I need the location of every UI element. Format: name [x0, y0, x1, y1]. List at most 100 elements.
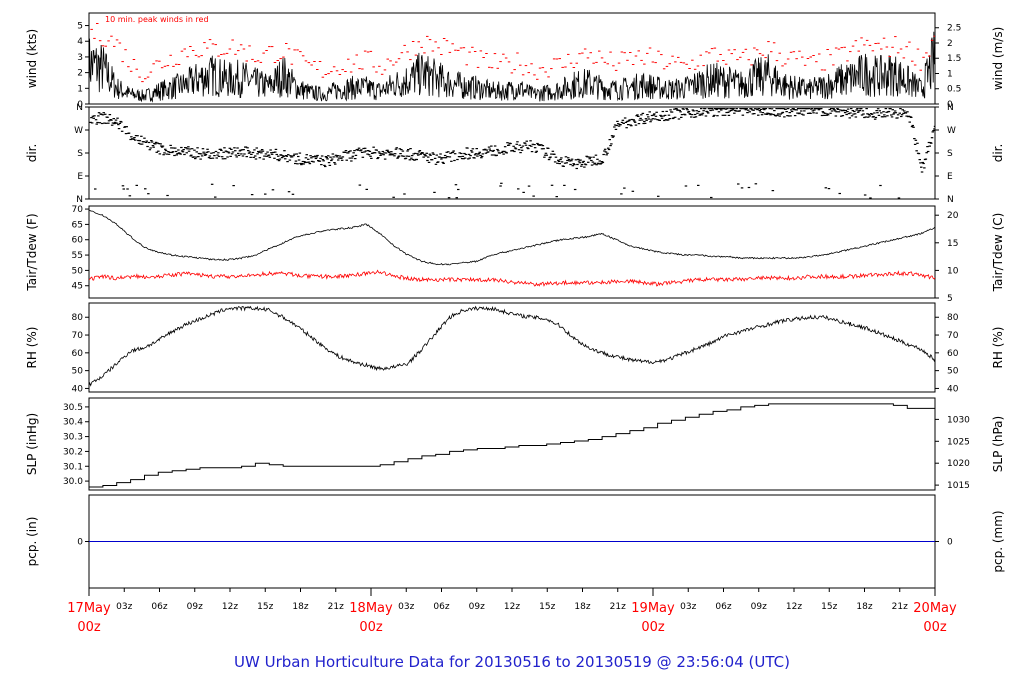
wind-direction-point — [683, 114, 687, 116]
pcp-ylabel-right: pcp. (mm) — [991, 510, 1005, 572]
wind-direction-point — [117, 124, 120, 126]
wind-direction-point — [601, 161, 605, 164]
wind-direction-point — [198, 153, 202, 155]
wind-direction-point — [719, 108, 722, 110]
dir-ytick-label-right: S — [947, 149, 953, 159]
wind-direction-point — [693, 113, 697, 116]
wind-direction-point — [140, 143, 144, 145]
wind-direction-point — [418, 150, 422, 152]
wind-direction-point — [849, 112, 852, 114]
wind-direction-point — [547, 159, 551, 161]
wind-direction-point — [810, 108, 814, 110]
wind-direction-point — [467, 153, 471, 155]
wind-direction-point — [487, 146, 491, 148]
wind-direction-point — [730, 108, 734, 110]
peak-wind-point — [428, 39, 432, 41]
wind-direction-point — [320, 155, 324, 157]
date-label-hour: 00z — [359, 620, 383, 635]
wind-direction-point — [577, 158, 580, 160]
peak-wind-point — [646, 52, 649, 54]
wind-direction-point — [911, 124, 914, 127]
wind-direction-point — [380, 153, 384, 155]
wind-direction-point — [529, 140, 532, 142]
wind-direction-point — [307, 158, 310, 160]
wind-direction-point — [393, 153, 397, 155]
wind-direction-point — [893, 110, 897, 112]
wind-direction-point — [276, 159, 279, 161]
wind-direction-point — [163, 152, 166, 154]
peak-wind-point — [662, 68, 666, 70]
wind-direction-point — [114, 119, 118, 121]
peak-wind-point — [375, 71, 378, 73]
wind-direction-point — [802, 114, 805, 116]
wind-direction-point — [413, 152, 417, 154]
wind-direction-point — [427, 161, 431, 163]
peak-wind-point — [276, 60, 279, 61]
wind-direction-point — [599, 163, 602, 165]
wind-direction-point — [390, 154, 394, 156]
wind-direction-point — [188, 148, 192, 150]
peak-wind-point — [716, 60, 719, 62]
wind-direction-point — [404, 157, 408, 159]
wind-direction-point — [468, 157, 471, 159]
wind-direction-point — [682, 108, 685, 110]
wind-direction-point — [164, 148, 167, 150]
wind-direction-point — [523, 142, 527, 144]
wind-direction-point — [517, 149, 521, 151]
peak-wind-point — [409, 59, 412, 61]
hour-label: 15z — [539, 602, 555, 612]
wind-direction-point — [614, 128, 618, 130]
peak-wind-point — [361, 68, 364, 70]
wind-direction-point — [298, 152, 302, 154]
wind-direction-point — [247, 150, 250, 152]
wind-direction-point — [626, 120, 629, 122]
wind-direction-point — [862, 113, 865, 115]
peak-wind-point — [301, 55, 305, 57]
peak-wind-point — [713, 47, 717, 49]
panel-rh: RH (%) RH (%) 40 50 60 70 80 40 50 60 70 80 — [25, 302, 1005, 394]
wind-direction-point — [533, 147, 537, 149]
hour-label: 12z — [504, 602, 520, 612]
wind-direction-point — [227, 152, 231, 154]
wind-direction-point — [483, 148, 487, 150]
wind-direction-point — [817, 109, 821, 111]
wind-direction-point — [833, 110, 837, 112]
panel-dir: dir. dir. N E S W N N E S W N — [25, 103, 1005, 205]
rh-ytick-label-right: 50 — [947, 367, 959, 377]
wind-direction-point — [196, 147, 199, 149]
wind-direction-point — [527, 185, 531, 187]
wind-direction-point — [216, 154, 219, 156]
wind-direction-point — [193, 149, 196, 151]
wind-direction-point — [673, 108, 676, 110]
wind-direction-point — [97, 115, 100, 117]
wind-plot-area — [89, 23, 935, 103]
peak-wind-point — [256, 60, 260, 62]
wind-direction-point — [752, 109, 755, 111]
wind-direction-point — [157, 143, 161, 145]
dir-frame — [88, 106, 936, 200]
wind-direction-point — [720, 109, 723, 111]
peak-wind-point — [795, 58, 798, 60]
peak-wind-point — [118, 42, 122, 44]
wind-direction-point — [248, 151, 252, 153]
wind-direction-point — [389, 153, 392, 155]
wind-direction-point — [687, 110, 691, 113]
wind-direction-point — [104, 122, 108, 124]
wind-direction-point — [350, 157, 354, 159]
wind-direction-point — [751, 113, 755, 115]
wind-direction-point — [796, 112, 799, 114]
wind-direction-point — [569, 163, 572, 166]
wind-direction-point — [923, 167, 926, 169]
wind-direction-point — [357, 149, 360, 151]
wind-direction-point — [621, 119, 625, 121]
peak-wind-point — [282, 56, 285, 58]
wind-direction-point — [883, 114, 886, 116]
wind-direction-point — [100, 113, 103, 115]
peak-wind-point — [629, 52, 632, 53]
peak-wind-point — [905, 46, 908, 48]
peak-wind-point — [860, 37, 863, 39]
peak-wind-point — [473, 51, 477, 52]
peak-wind-point — [572, 67, 576, 68]
wind-direction-point — [433, 157, 437, 159]
temp-ylabel-left: Tair/Tdew (F) — [25, 213, 39, 291]
